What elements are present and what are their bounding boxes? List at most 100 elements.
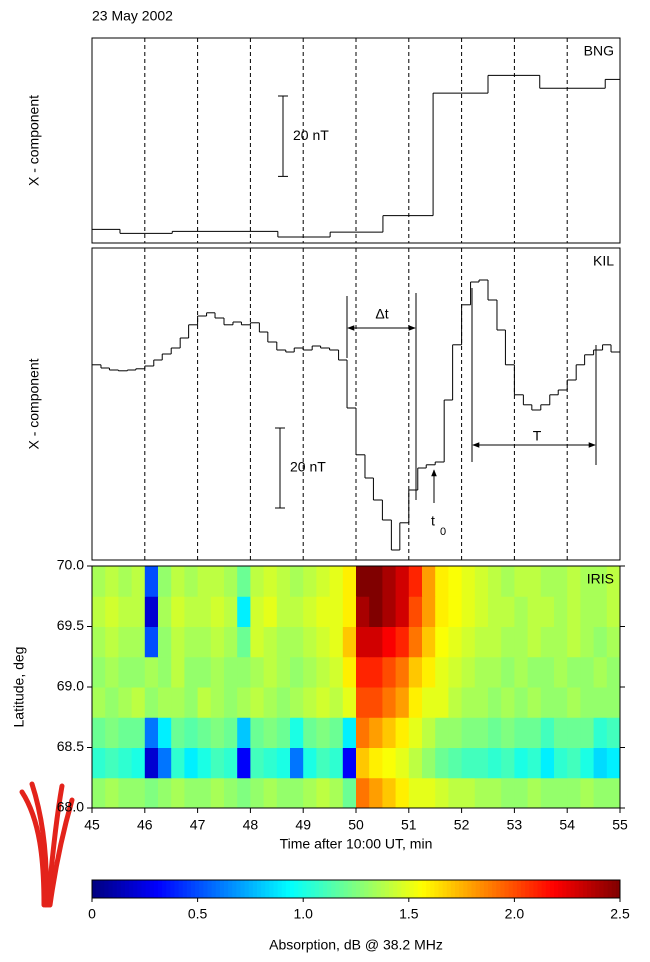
heatmap-cell	[92, 747, 106, 779]
heatmap-cell	[329, 747, 344, 779]
heatmap-cell	[263, 777, 278, 809]
heatmap-cell	[276, 626, 291, 658]
heatmap-cell	[131, 687, 146, 718]
heatmap-cell	[395, 687, 410, 718]
colorbar-swatch	[199, 880, 204, 898]
heatmap-cell	[395, 596, 410, 627]
heatmap-cell	[224, 596, 238, 627]
colorbar-swatch	[364, 880, 369, 898]
colorbar-swatch	[521, 880, 526, 898]
colorbar-swatch	[574, 880, 580, 898]
heatmap-cell	[144, 656, 159, 688]
heatmap-cell	[606, 656, 621, 688]
heatmap-cell	[184, 626, 199, 658]
heatmap-cell	[92, 626, 106, 658]
heatmap-cell	[92, 566, 106, 597]
heatmap-cell	[527, 777, 542, 809]
colorbar-tick-label: 1.5	[399, 906, 419, 922]
heatmap-cell	[131, 656, 146, 688]
panel-frame	[91, 37, 621, 244]
heatmap-cell	[197, 687, 212, 718]
colorbar-frame	[91, 879, 621, 899]
heatmap-cell	[554, 687, 568, 718]
colorbar-swatch	[595, 880, 600, 898]
colorbar-swatch	[240, 880, 246, 898]
heatmap-cell	[422, 747, 436, 779]
heatmap-cell	[237, 626, 251, 658]
heatmap-cell	[408, 777, 423, 809]
heatmap-cell	[197, 777, 212, 809]
heatmap-cell	[144, 747, 159, 779]
colorbar-swatch	[116, 880, 122, 898]
colorbar-swatch	[310, 880, 316, 898]
heatmap-cell	[593, 687, 608, 718]
colorbar-swatch	[384, 880, 390, 898]
colorbar-swatch	[323, 880, 328, 898]
heatmap-cell	[290, 656, 304, 688]
colorbar-tick-label: 0.5	[188, 906, 208, 922]
heatmap-cell	[105, 596, 119, 627]
heatmap-cell	[250, 687, 265, 718]
heatmap-cell	[329, 596, 344, 627]
heatmap-cell	[171, 656, 185, 688]
heatmap-cell	[435, 687, 449, 718]
heatmap-cell	[263, 596, 278, 627]
heatmap-cell	[184, 777, 199, 809]
colorbar-swatch	[525, 880, 530, 898]
heatmap-cell	[382, 626, 397, 658]
colorbar-swatch	[413, 880, 419, 898]
heatmap-cell	[144, 687, 159, 718]
heatmap-cell	[540, 656, 555, 688]
colorbar-swatch	[529, 880, 534, 898]
heatmap-cell	[131, 566, 146, 597]
heatmap-cell	[369, 566, 383, 597]
colorbar-swatch	[339, 880, 345, 898]
colorbar-swatch	[434, 880, 439, 898]
heatmap-cell	[395, 777, 410, 809]
heatmap-cell	[422, 717, 436, 748]
colorbar-swatch	[343, 880, 349, 898]
heatmap-cell	[540, 717, 555, 748]
colorbar-swatch	[170, 880, 175, 898]
colorbar-swatch	[351, 880, 357, 898]
heatmap-cell	[382, 777, 397, 809]
colorbar-swatch	[100, 880, 105, 898]
heatmap-cell	[567, 747, 581, 779]
heatmap-cell	[171, 747, 185, 779]
panel-label: KIL	[593, 253, 614, 269]
heatmap-cell	[593, 596, 608, 627]
heatmap-cell	[342, 596, 357, 627]
heatmap-cell	[92, 596, 106, 627]
colorbar-swatch	[401, 880, 406, 898]
y-tick-label: 68.0	[57, 799, 84, 815]
colorbar-swatch	[554, 880, 559, 898]
heatmap-cell	[461, 566, 476, 597]
colorbar-swatch	[285, 880, 291, 898]
heatmap-cell	[158, 566, 172, 597]
heatmap-cell	[567, 687, 581, 718]
heatmap-cell	[461, 596, 476, 627]
heatmap-cell	[408, 687, 423, 718]
heatmap-cell	[105, 747, 119, 779]
heatmap-cell	[527, 656, 542, 688]
heatmap-cell	[501, 717, 515, 748]
heatmap-cell	[488, 656, 502, 688]
y-tick-label: 70.0	[57, 557, 84, 573]
heatmap-cell	[118, 687, 133, 718]
heatmap-cell	[356, 626, 370, 658]
heatmap-cell	[158, 777, 172, 809]
colorbar-swatch	[389, 880, 394, 898]
heatmap-cell	[593, 717, 608, 748]
heatmap-cell	[171, 687, 185, 718]
scale-bar-label: 20 nT	[293, 127, 329, 143]
x-tick-label: 54	[559, 817, 575, 833]
colorbar-swatch	[483, 880, 489, 898]
heatmap-cell	[342, 656, 357, 688]
heatmap-cell	[488, 777, 502, 809]
colorbar-tick-label: 1.0	[293, 906, 313, 922]
x-tick-label: 49	[295, 817, 311, 833]
colorbar-swatch	[104, 880, 109, 898]
heatmap-cell	[171, 626, 185, 658]
heatmap-cell	[580, 656, 595, 688]
heatmap-cell	[448, 687, 463, 718]
